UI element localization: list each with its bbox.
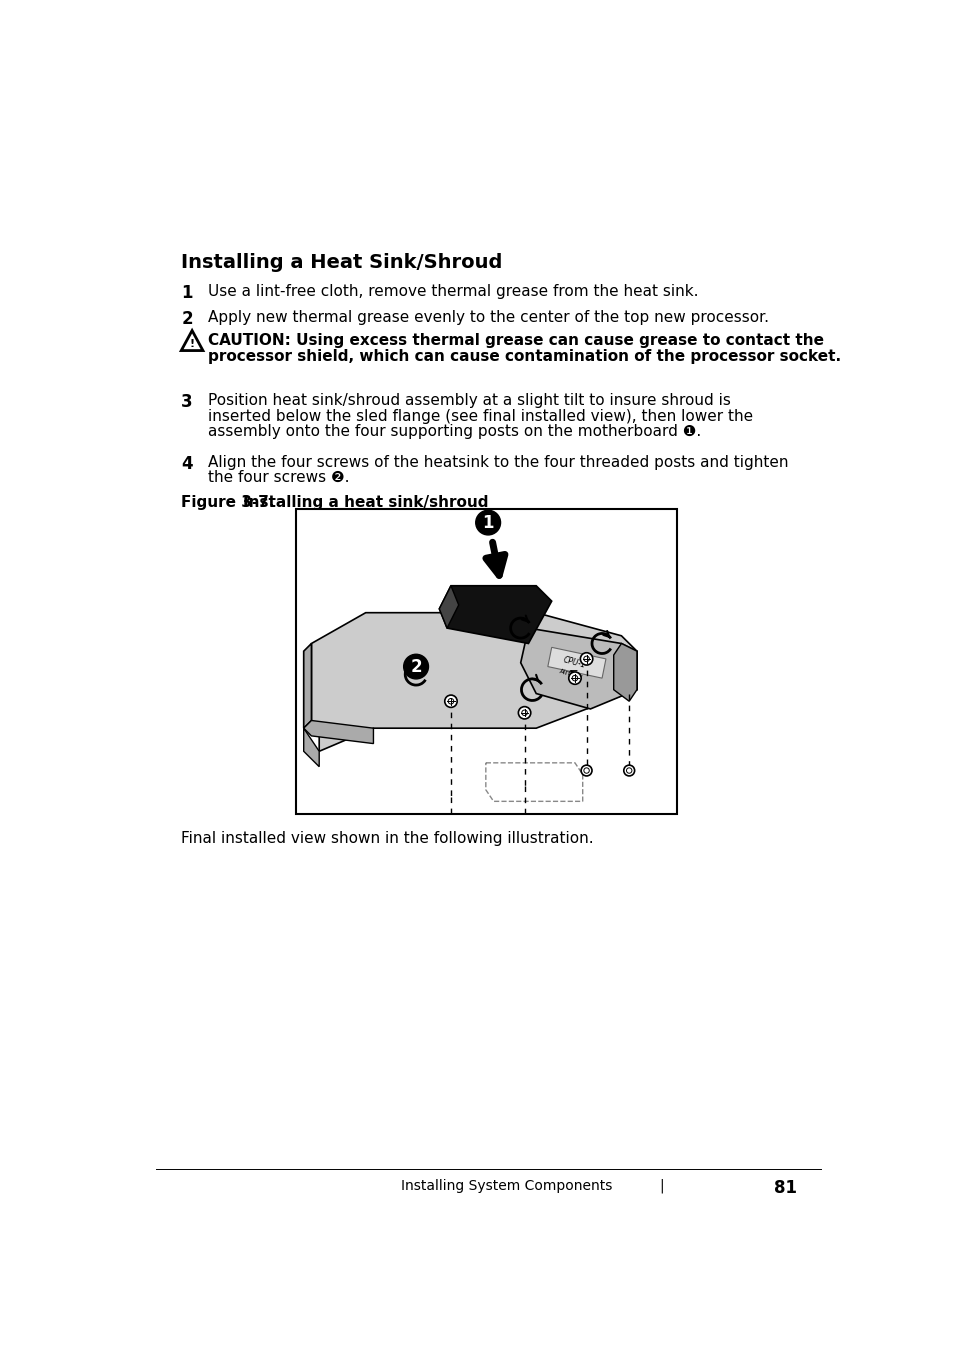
Text: 81: 81 xyxy=(774,1179,797,1197)
Circle shape xyxy=(444,695,456,707)
Circle shape xyxy=(580,765,592,776)
Text: Position heat sink/shroud assembly at a slight tilt to insure shroud is: Position heat sink/shroud assembly at a … xyxy=(208,393,731,408)
Text: Apply new thermal grease evenly to the center of the top new processor.: Apply new thermal grease evenly to the c… xyxy=(208,310,768,324)
Circle shape xyxy=(517,707,530,719)
Text: processor shield, which can cause contamination of the processor socket.: processor shield, which can cause contam… xyxy=(208,349,841,364)
Polygon shape xyxy=(547,648,605,679)
Circle shape xyxy=(579,653,592,665)
Polygon shape xyxy=(303,721,373,744)
Polygon shape xyxy=(520,629,637,708)
Text: Final installed view shown in the following illustration.: Final installed view shown in the follow… xyxy=(181,830,594,845)
Polygon shape xyxy=(439,585,458,629)
Text: |: | xyxy=(659,1179,663,1194)
Text: Use a lint-free cloth, remove thermal grease from the heat sink.: Use a lint-free cloth, remove thermal gr… xyxy=(208,284,699,299)
Polygon shape xyxy=(613,644,637,702)
Text: Align the four screws of the heatsink to the four threaded posts and tighten: Align the four screws of the heatsink to… xyxy=(208,454,788,470)
Text: inserted below the sled flange (see final installed view), then lower the: inserted below the sled flange (see fina… xyxy=(208,408,753,423)
Text: 1: 1 xyxy=(181,284,193,301)
Text: Figure 3-7.: Figure 3-7. xyxy=(181,495,274,510)
Text: assembly onto the four supporting posts on the motherboard ❶.: assembly onto the four supporting posts … xyxy=(208,425,700,439)
Bar xyxy=(295,508,677,814)
Text: 3: 3 xyxy=(181,393,193,411)
Text: 1: 1 xyxy=(482,514,494,531)
Text: CAUTION: Using excess thermal grease can cause grease to contact the: CAUTION: Using excess thermal grease can… xyxy=(208,333,823,349)
Text: 2: 2 xyxy=(410,657,421,676)
Text: Installing a Heat Sink/Shroud: Installing a Heat Sink/Shroud xyxy=(181,253,502,272)
Text: 4: 4 xyxy=(181,454,193,473)
Text: 2: 2 xyxy=(181,310,193,329)
Polygon shape xyxy=(439,585,551,644)
Circle shape xyxy=(568,672,580,684)
Polygon shape xyxy=(303,729,319,767)
Polygon shape xyxy=(303,644,311,729)
Text: CPU-1: CPU-1 xyxy=(562,656,587,671)
Text: Airflow: Airflow xyxy=(558,668,583,680)
Text: Installing System Components: Installing System Components xyxy=(400,1179,612,1192)
Circle shape xyxy=(403,654,428,679)
Circle shape xyxy=(623,765,634,776)
Polygon shape xyxy=(485,763,582,802)
Polygon shape xyxy=(311,612,637,752)
Text: !: ! xyxy=(190,339,194,349)
Text: the four screws ❷.: the four screws ❷. xyxy=(208,470,350,485)
Text: Installing a heat sink/shroud: Installing a heat sink/shroud xyxy=(243,495,488,510)
Circle shape xyxy=(476,510,500,535)
